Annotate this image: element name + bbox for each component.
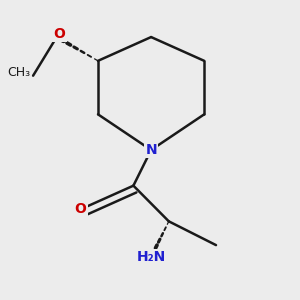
Text: O: O — [74, 202, 86, 216]
Text: CH₃: CH₃ — [7, 66, 30, 79]
Text: N: N — [145, 143, 157, 157]
Text: H₂N: H₂N — [136, 250, 166, 264]
Text: O: O — [54, 27, 66, 41]
